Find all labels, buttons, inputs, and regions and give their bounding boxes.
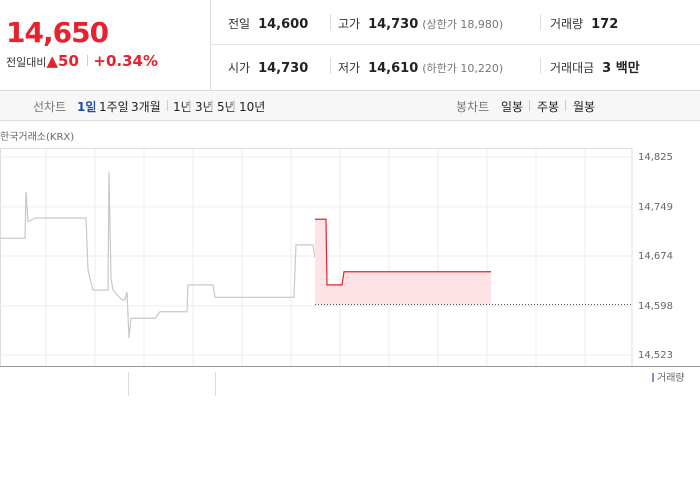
divider	[540, 58, 541, 74]
change-value: 50	[58, 52, 79, 70]
tab-bar: 선차트 1일 1주일 3개월 1년 3년 5년 10년 봉차트 일봉 주봉 월봉	[0, 90, 700, 121]
legend-swatch	[652, 373, 654, 382]
stat-label: 고가	[338, 17, 361, 31]
stat-note: (상한가 18,980)	[422, 18, 504, 31]
tab-group-label: 선차트	[33, 100, 67, 114]
change-pct: +0.34%	[93, 52, 159, 70]
divider	[330, 14, 331, 30]
tab[interactable]: 3개월	[131, 100, 161, 114]
change: 전일대비▲50 +0.34%	[6, 52, 158, 70]
tab[interactable]: 월봉	[573, 100, 596, 114]
y-tick-label: 14,523	[638, 350, 673, 361]
legend-label: 거래량	[657, 372, 685, 384]
stat-label: 거래대금	[550, 61, 595, 75]
stat: 거래대금 3 백만	[550, 57, 640, 76]
tab[interactable]: 1일	[77, 100, 97, 114]
y-tick-label: 14,749	[638, 202, 673, 213]
tab[interactable]: 1주일	[99, 100, 129, 114]
divider	[189, 100, 190, 111]
chart: 한국거래소(KRX) 14,523 14,598 14,674 14,749 14,82…	[0, 131, 700, 396]
stat-value: 14,600	[258, 17, 309, 32]
stat-value: 14,730	[258, 61, 309, 76]
up-icon: ▲	[46, 52, 59, 70]
divider	[233, 100, 234, 111]
stat-value: 3 백만	[602, 61, 640, 76]
divider	[211, 44, 700, 45]
divider	[167, 100, 168, 111]
y-tick-label: 14,674	[638, 251, 673, 262]
stat-label: 거래량	[550, 17, 584, 31]
tab[interactable]: 5년	[217, 100, 236, 114]
divider	[540, 14, 541, 30]
divider	[87, 55, 89, 66]
stat-label: 저가	[338, 61, 361, 75]
stat-label: 전일	[228, 17, 251, 31]
stat-note: (하한가 10,220)	[422, 62, 504, 75]
divider	[93, 100, 94, 111]
divider	[125, 100, 126, 111]
stat: 전일 14,600	[228, 13, 308, 32]
divider	[330, 58, 331, 74]
stat: 시가 14,730	[228, 57, 308, 76]
stat: 고가 14,730 (상한가 18,980)	[338, 13, 503, 32]
tab-group-label: 봉차트	[456, 100, 490, 114]
tab[interactable]: 일봉	[501, 100, 524, 114]
line	[315, 218, 491, 286]
divider	[565, 100, 566, 111]
stat: 저가 14,610 (하한가 10,220)	[338, 57, 503, 76]
source: 한국거래소(KRX)	[0, 131, 74, 143]
stat-label: 시가	[228, 61, 251, 75]
divider	[211, 100, 212, 111]
price: 14,650	[6, 16, 109, 49]
y-tick-label: 14,598	[638, 301, 673, 312]
stat-value: 14,730	[368, 17, 419, 32]
tab[interactable]: 주봉	[537, 100, 560, 114]
tab[interactable]: 10년	[239, 100, 266, 114]
line	[0, 172, 316, 339]
tab[interactable]: 1년	[173, 100, 192, 114]
stat-value: 172	[591, 17, 619, 32]
stat: 거래량 172	[550, 13, 618, 32]
tab[interactable]: 3년	[195, 100, 214, 114]
divider	[210, 0, 211, 90]
change-label: 전일대비	[6, 56, 47, 69]
divider	[529, 100, 530, 111]
area	[315, 219, 491, 305]
stat-value: 14,610	[368, 61, 419, 76]
y-tick-label: 14,825	[638, 152, 673, 163]
